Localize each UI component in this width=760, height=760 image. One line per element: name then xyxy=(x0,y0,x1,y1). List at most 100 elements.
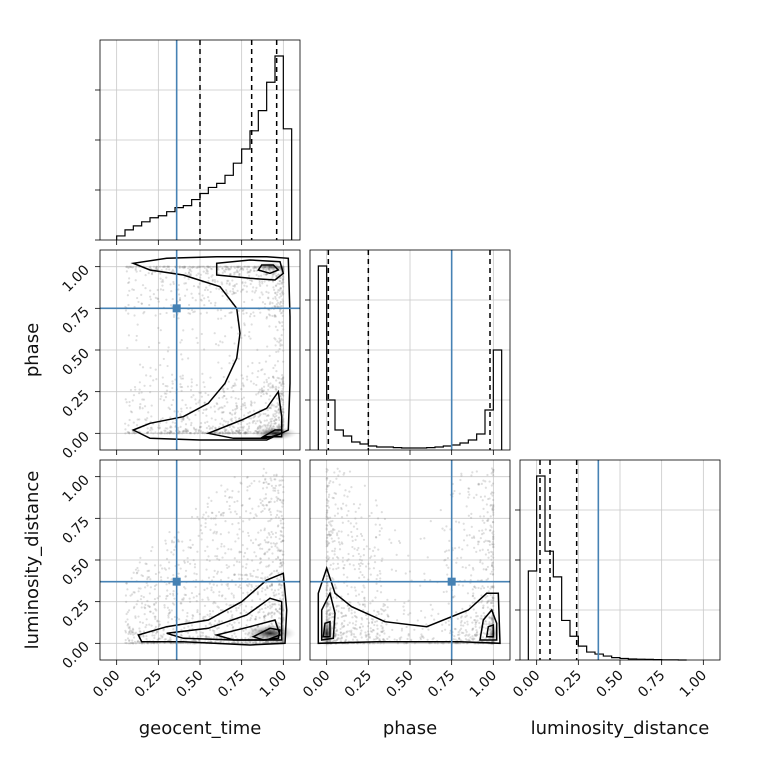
sample-point xyxy=(189,266,192,269)
sample-point xyxy=(221,432,224,435)
sample-point xyxy=(197,272,200,275)
sample-point xyxy=(492,543,495,546)
sample-point xyxy=(206,587,209,590)
sample-point xyxy=(271,384,274,387)
sample-point xyxy=(272,603,275,606)
sample-point xyxy=(478,483,481,486)
sample-point xyxy=(476,630,479,634)
x-axis-label-geocent-time: geocent_time xyxy=(139,718,262,739)
sample-point xyxy=(146,641,149,645)
sample-point xyxy=(340,606,343,610)
sample-point xyxy=(234,510,237,513)
sample-point xyxy=(276,299,279,302)
sample-point xyxy=(376,632,379,635)
sample-point xyxy=(326,511,329,514)
sample-point xyxy=(325,490,328,493)
sample-point xyxy=(279,292,282,295)
sample-point xyxy=(195,599,198,603)
sample-point xyxy=(205,635,208,638)
sample-point xyxy=(371,620,374,623)
sample-point xyxy=(184,569,188,572)
sample-point xyxy=(274,545,277,548)
sample-point xyxy=(328,481,331,485)
sample-point xyxy=(154,314,157,317)
sample-point xyxy=(270,484,273,488)
sample-point xyxy=(339,637,342,640)
sample-point xyxy=(378,533,381,537)
sample-point xyxy=(488,497,491,500)
sample-point xyxy=(192,426,196,429)
sample-point xyxy=(128,625,131,628)
sample-point xyxy=(241,403,244,406)
sample-point xyxy=(140,602,144,605)
sample-point xyxy=(336,532,339,535)
sample-point xyxy=(168,608,171,612)
sample-point xyxy=(325,560,328,563)
sample-point xyxy=(240,290,243,293)
sample-point xyxy=(185,429,188,433)
sample-point xyxy=(237,332,240,335)
sample-point xyxy=(157,265,160,268)
sample-point xyxy=(249,512,252,515)
sample-point xyxy=(190,292,193,295)
sample-point xyxy=(173,536,176,539)
sample-point xyxy=(277,424,280,427)
sample-point xyxy=(180,634,183,637)
sample-point xyxy=(166,576,169,579)
sample-point xyxy=(407,613,410,616)
sample-point xyxy=(339,634,343,637)
sample-point xyxy=(280,389,284,393)
sample-point xyxy=(278,418,281,422)
sample-point xyxy=(464,615,467,619)
sample-point xyxy=(238,428,241,431)
sample-point xyxy=(203,401,206,404)
sample-point xyxy=(230,386,233,389)
sample-point xyxy=(271,560,274,564)
sample-point xyxy=(220,281,223,284)
sample-point xyxy=(261,293,264,296)
sample-point xyxy=(471,595,474,598)
sample-point xyxy=(483,495,487,498)
sample-point xyxy=(199,298,202,301)
sample-point xyxy=(274,484,278,487)
sample-point xyxy=(257,370,260,373)
sample-point xyxy=(254,617,257,621)
sample-point xyxy=(279,622,282,625)
sample-point xyxy=(368,636,371,639)
sample-point xyxy=(186,416,189,420)
contour-inner xyxy=(215,259,285,281)
sample-point xyxy=(491,508,494,511)
sample-point xyxy=(258,544,261,547)
sample-point xyxy=(231,430,235,434)
sample-point xyxy=(224,552,227,555)
sample-point xyxy=(142,398,146,401)
sample-point xyxy=(471,566,475,570)
sample-point xyxy=(224,335,227,338)
sample-point xyxy=(231,617,234,620)
sample-point xyxy=(184,430,187,433)
sample-point xyxy=(485,568,488,572)
sample-point xyxy=(183,561,186,564)
sample-point xyxy=(338,483,341,486)
sample-point xyxy=(269,500,272,503)
sample-point xyxy=(246,475,249,479)
sample-point xyxy=(128,639,131,643)
sample-point xyxy=(459,616,463,619)
sample-point xyxy=(205,268,208,271)
sample-point xyxy=(184,430,188,433)
sample-point xyxy=(491,617,494,621)
sample-point xyxy=(492,604,495,608)
sample-point xyxy=(198,292,201,295)
sample-point xyxy=(144,287,147,290)
sample-point xyxy=(246,271,249,274)
sample-point xyxy=(205,265,209,268)
sample-point xyxy=(176,428,180,432)
sample-point xyxy=(172,282,175,285)
sample-point xyxy=(491,507,494,510)
sample-point xyxy=(363,603,366,606)
sample-point xyxy=(151,546,154,549)
sample-point xyxy=(462,631,465,635)
sample-point xyxy=(224,288,228,292)
sample-point xyxy=(134,268,137,272)
sample-point xyxy=(165,268,168,271)
